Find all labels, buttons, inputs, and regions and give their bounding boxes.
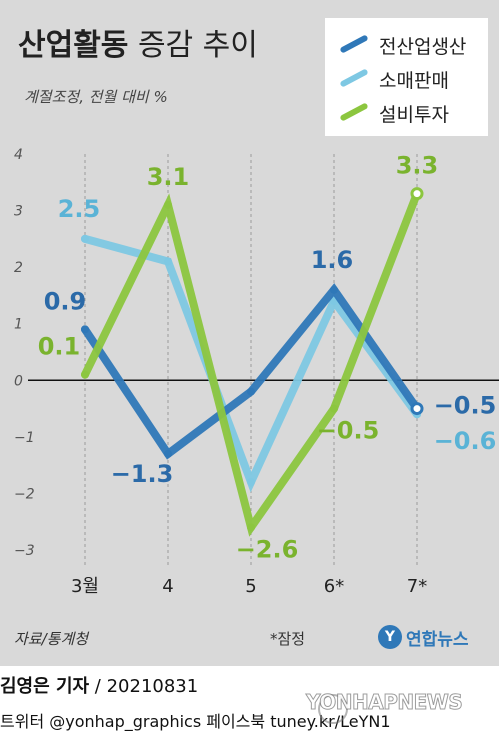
y-tick-label: 1 [14,317,23,333]
data-point [164,449,172,458]
data-point [330,285,338,294]
data-point [410,187,424,201]
data-point [410,402,424,416]
legend-item-production: 전산업생산 [339,30,484,58]
data-label: 0.1 [38,333,81,361]
data-point [164,257,172,266]
data-label: −0.5 [434,392,497,420]
legend: 전산업생산 소매판매 설비투자 [325,18,488,136]
data-point [164,200,172,209]
y-tick-label: −1 [14,430,35,446]
credit-footer: 김영은 기자 / 20210831 트위터 @yonhap_graphics 페… [0,666,499,738]
x-tick-label: 6* [324,576,344,597]
data-point [81,234,89,243]
data-point [330,404,338,413]
y-tick-label: 0 [14,373,23,389]
logo-mark: Y [378,625,402,649]
legend-label-retail: 소매판매 [379,70,449,92]
watermark-icon [318,694,348,724]
source-note: 자료/통계청 [14,630,89,648]
data-point [81,370,89,379]
subtitle: 계절조정, 전월 대비 % [24,88,168,106]
x-tick-label: 7* [407,576,427,597]
y-tick-label: 4 [14,147,23,163]
data-label: −2.6 [236,535,299,563]
page-title: 산업활동 증감 추이 [18,26,258,66]
y-tick-label: −3 [14,543,35,559]
byline: 김영은 기자 / 20210831 [0,672,198,698]
data-point [247,478,255,487]
publish-date: / 20210831 [89,676,199,697]
data-point [247,387,255,396]
infographic-card: 산업활동 증감 추이 계절조정, 전월 대비 % 전산업생산 소매판매 설비투자… [0,0,499,666]
data-point [81,325,89,334]
y-tick-label: 3 [14,204,23,220]
legend-item-retail: 소매판매 [339,64,484,92]
yonhap-logo: Y 연합뉴스 [378,622,494,652]
legend-label-investment: 설비투자 [379,104,449,126]
y-tick-label: 2 [14,260,23,276]
provisional-note: *잠정 [270,630,306,648]
watermark: YONHAPNEWS [305,690,463,715]
logo-text: 연합뉴스 [406,630,469,650]
title-bold: 산업활동 [18,28,129,63]
data-point [247,523,255,532]
data-label: 3.1 [147,163,190,191]
title-rest: 증감 추이 [128,28,258,63]
x-tick-label: 3월 [71,576,99,597]
data-label: 1.6 [311,246,354,274]
legend-label-production: 전산업생산 [379,36,467,58]
data-label: −1.3 [111,460,174,488]
x-tick-label: 4 [162,576,173,597]
legend-item-investment: 설비투자 [339,98,484,126]
data-label: 0.9 [44,287,87,315]
data-label: −0.5 [317,417,380,445]
data-label: 3.3 [396,152,439,180]
y-tick-label: −2 [14,486,35,502]
data-label: 2.5 [58,195,101,223]
social-links: 트위터 @yonhap_graphics 페이스북 tuney.kr/LeYN1 [0,712,391,731]
reporter-name: 김영은 기자 [0,676,90,697]
x-tick-label: 5 [245,576,256,597]
data-label: −0.6 [434,427,497,455]
line-chart: 4 3 2 1 0 −1 −2 −3 3월 4 5 6* 7* 0.9 −1.3 1.6 −0.5 2.5 −0.6… [14,147,499,597]
